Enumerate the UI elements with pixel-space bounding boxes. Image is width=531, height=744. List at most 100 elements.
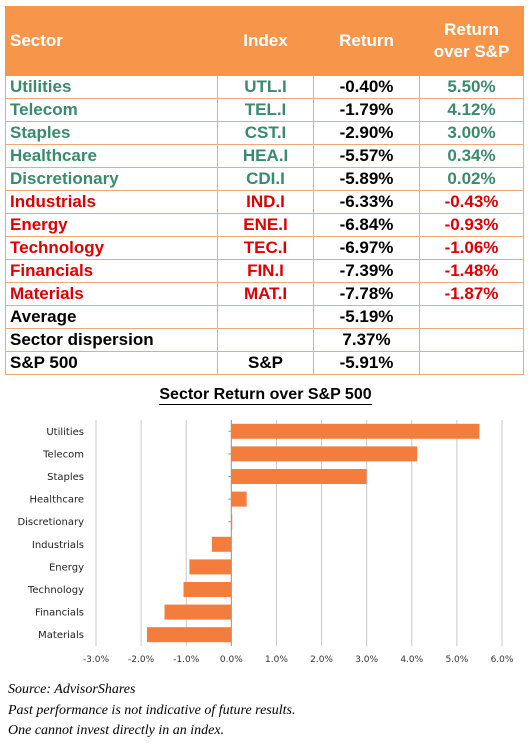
- cell-return: -7.39%: [313, 259, 420, 283]
- cell-return-over-sp: [419, 328, 524, 352]
- cell-return-over-sp: -1.87%: [419, 282, 524, 306]
- header-return-over-sp: Return over S&P: [419, 6, 524, 76]
- category-label: Technology: [27, 585, 84, 596]
- cell-index: HEA.I: [217, 144, 314, 168]
- cell-index: MAT.I: [217, 282, 314, 306]
- sector-return-bar-chart: -3.0% -2.0% -1.0% 0.0% 1.0% 2.0% 3.0% 4.0% 5.0% 6…: [17, 420, 514, 665]
- x-tick-label: 4.0%: [400, 655, 423, 665]
- header-sector: Sector: [5, 6, 218, 76]
- cell-sector: Average: [5, 305, 218, 329]
- cell-index: CDI.I: [217, 167, 314, 191]
- x-tick-label: -3.0%: [83, 655, 110, 665]
- table-row: S&P 500 S&P -5.91%: [5, 351, 524, 375]
- cell-return-over-sp: 3.00%: [419, 121, 524, 145]
- cell-return-over-sp: -1.06%: [419, 236, 524, 260]
- table-row: Energy ENE.I -6.84% -0.93%: [5, 213, 524, 237]
- bar: [231, 469, 367, 484]
- x-tick-label: 6.0%: [491, 655, 514, 665]
- x-tick-label: -2.0%: [128, 655, 155, 665]
- cell-index: UTL.I: [217, 75, 314, 99]
- header-index: Index: [217, 6, 314, 76]
- cell-return: -6.33%: [313, 190, 420, 214]
- table-row: Financials FIN.I -7.39% -1.48%: [5, 259, 524, 283]
- cell-sector: Technology: [5, 236, 218, 260]
- cell-return: -7.78%: [313, 282, 420, 306]
- cell-return-over-sp: [419, 305, 524, 329]
- cell-return-over-sp: -0.93%: [419, 213, 524, 237]
- disclaimer-performance: Past performance is not indicative of fu…: [8, 703, 296, 718]
- category-label: Energy: [49, 562, 84, 573]
- x-tick-label: 1.0%: [265, 655, 288, 665]
- header-return-over-sp-label: Return over S&P: [433, 20, 510, 61]
- chart-title-text: Sector Return over S&P 500: [159, 386, 372, 405]
- cell-index: [217, 328, 314, 352]
- cell-index: IND.I: [217, 190, 314, 214]
- cell-index: ENE.I: [217, 213, 314, 237]
- cell-return-over-sp: [419, 351, 524, 375]
- cell-sector: Healthcare: [5, 144, 218, 168]
- bar: [164, 604, 232, 620]
- table-header-row: Sector Index Return Return over S&P: [5, 6, 524, 76]
- cell-return: -5.89%: [313, 167, 420, 191]
- cell-return: -1.79%: [313, 98, 420, 122]
- bar: [183, 582, 232, 597]
- cell-sector: Telecom: [5, 98, 218, 122]
- x-tick-label: 0.0%: [220, 655, 243, 665]
- category-label: Discretionary: [17, 517, 84, 528]
- cell-sector: Staples: [5, 121, 218, 145]
- cell-return-over-sp: 0.34%: [419, 144, 524, 168]
- table-row: Telecom TEL.I -1.79% 4.12%: [5, 98, 524, 122]
- bar: [231, 491, 247, 507]
- cell-sector: Discretionary: [5, 167, 218, 191]
- cell-return-over-sp: 0.02%: [419, 167, 524, 191]
- category-label: Financials: [35, 608, 84, 619]
- cell-return-over-sp: -0.43%: [419, 190, 524, 214]
- cell-return-over-sp: -1.48%: [419, 259, 524, 283]
- table-row: Average -5.19%: [5, 305, 524, 329]
- category-label: Utilities: [46, 427, 84, 438]
- cell-sector: Materials: [5, 282, 218, 306]
- category-label: Healthcare: [29, 495, 84, 506]
- bar: [146, 627, 232, 643]
- bar: [231, 446, 418, 462]
- category-label: Materials: [38, 630, 84, 641]
- table-row: Discretionary CDI.I -5.89% 0.02%: [5, 167, 524, 191]
- cell-return: -2.90%: [313, 121, 420, 145]
- disclaimer-index: One cannot invest directly in an index.: [8, 723, 225, 738]
- cell-sector: Utilities: [5, 75, 218, 99]
- header-return: Return: [313, 6, 420, 76]
- bar: [189, 559, 232, 575]
- cell-return-over-sp: 4.12%: [419, 98, 524, 122]
- cell-index: TEL.I: [217, 98, 314, 122]
- cell-sector: Sector dispersion: [5, 328, 218, 352]
- cell-index: S&P: [217, 351, 314, 375]
- cell-sector: Industrials: [5, 190, 218, 214]
- cell-sector: S&P 500: [5, 351, 218, 375]
- table-row: Healthcare HEA.I -5.57% 0.34%: [5, 144, 524, 168]
- cell-sector: Energy: [5, 213, 218, 237]
- cell-index: TEC.I: [217, 236, 314, 260]
- table-row: Industrials IND.I -6.33% -0.43%: [5, 190, 524, 214]
- cell-index: CST.I: [217, 121, 314, 145]
- table-row: Utilities UTL.I -0.40% 5.50%: [5, 75, 524, 99]
- cell-return: 7.37%: [313, 328, 420, 352]
- bar: [231, 514, 233, 530]
- cell-return-over-sp: 5.50%: [419, 75, 524, 99]
- x-tick-label: 2.0%: [310, 655, 333, 665]
- table-row: Materials MAT.I -7.78% -1.87%: [5, 282, 524, 306]
- chart-title: Sector Return over S&P 500: [0, 386, 531, 405]
- bar: [231, 423, 480, 439]
- cell-return: -5.91%: [313, 351, 420, 375]
- cell-return: -5.57%: [313, 144, 420, 168]
- cell-return: -6.84%: [313, 213, 420, 237]
- table-row: Technology TEC.I -6.97% -1.06%: [5, 236, 524, 260]
- category-label: Industrials: [32, 540, 84, 551]
- cell-index: FIN.I: [217, 259, 314, 283]
- cell-return: -6.97%: [313, 236, 420, 260]
- cell-return: -5.19%: [313, 305, 420, 329]
- x-tick-label: 3.0%: [355, 655, 378, 665]
- cell-sector: Financials: [5, 259, 218, 283]
- cell-index: [217, 305, 314, 329]
- table-row: Staples CST.I -2.90% 3.00%: [5, 121, 524, 145]
- cell-return: -0.40%: [313, 75, 420, 99]
